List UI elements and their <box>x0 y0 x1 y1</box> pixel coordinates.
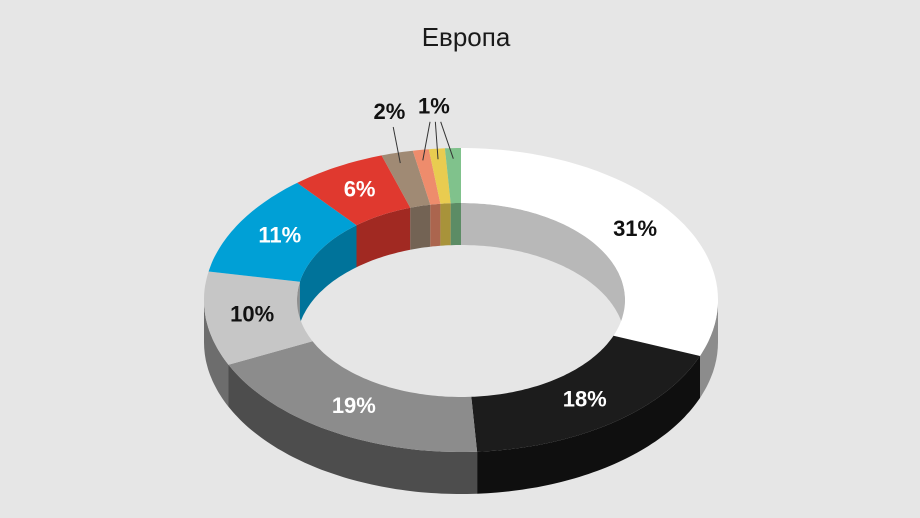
inner-wall <box>410 204 431 250</box>
data-label: 6% <box>344 177 376 202</box>
faces <box>204 148 718 452</box>
outer-wall <box>477 356 700 494</box>
leader-line <box>392 126 401 164</box>
labels: 31% 18% 19% 10% 11% 6% 2% 1% <box>230 94 657 418</box>
inner-wall <box>299 225 357 324</box>
leader-line <box>440 121 454 159</box>
data-label: 10% <box>230 301 274 326</box>
inner-wall <box>440 203 451 246</box>
donut-slice <box>208 182 357 282</box>
inner-wall <box>461 203 625 342</box>
donut-slice <box>297 155 411 226</box>
data-label: 2% <box>374 99 406 124</box>
donut-slice <box>228 341 478 452</box>
donut-slice <box>471 335 700 452</box>
donut-slice <box>412 149 441 205</box>
leader-line <box>422 121 431 161</box>
outer-wall <box>228 364 478 494</box>
donut-slice <box>204 271 313 365</box>
inner-wall <box>356 207 411 268</box>
data-label: 31% <box>613 216 657 241</box>
data-label: 11% <box>258 222 301 247</box>
donut-slice <box>444 148 461 204</box>
donut-slice <box>461 148 718 356</box>
data-label: 1% <box>418 94 450 119</box>
donut-slice <box>381 150 431 208</box>
leader-line <box>434 121 439 160</box>
outer-wall <box>204 300 229 407</box>
data-label: 19% <box>332 393 376 418</box>
inner-wall <box>450 203 461 246</box>
walls <box>204 203 718 494</box>
outer-wall <box>700 300 718 398</box>
chart-title: Европа <box>422 22 511 52</box>
donut-slice <box>428 148 451 204</box>
data-label: 18% <box>563 387 607 412</box>
inner-wall <box>430 203 441 247</box>
